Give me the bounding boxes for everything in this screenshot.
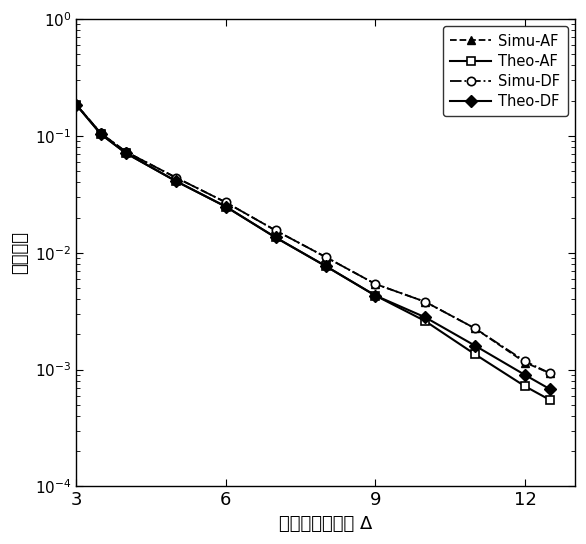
Theo-AF bbox=[422, 318, 429, 324]
Theo-AF bbox=[372, 292, 379, 299]
Theo-AF bbox=[546, 397, 553, 403]
Theo-DF bbox=[472, 343, 479, 349]
Line: Theo-AF: Theo-AF bbox=[72, 101, 554, 404]
Simu-AF bbox=[222, 199, 229, 206]
Theo-DF bbox=[122, 150, 130, 157]
Simu-AF bbox=[422, 299, 429, 305]
Theo-AF bbox=[172, 178, 179, 184]
Theo-AF bbox=[73, 101, 80, 108]
Theo-DF bbox=[272, 234, 279, 241]
Simu-AF bbox=[522, 359, 529, 366]
Theo-DF bbox=[322, 263, 329, 269]
Simu-AF bbox=[372, 281, 379, 287]
Simu-DF bbox=[546, 370, 553, 376]
Simu-DF bbox=[422, 299, 429, 305]
Theo-AF bbox=[272, 234, 279, 241]
Simu-DF bbox=[372, 281, 379, 287]
Simu-DF bbox=[73, 101, 80, 108]
Simu-AF bbox=[472, 325, 479, 332]
Simu-AF bbox=[122, 149, 130, 155]
Theo-AF bbox=[222, 203, 229, 210]
Theo-DF bbox=[172, 178, 179, 184]
Simu-AF bbox=[272, 227, 279, 234]
Theo-DF bbox=[222, 203, 229, 210]
Simu-AF bbox=[97, 130, 104, 137]
Y-axis label: 中断概率: 中断概率 bbox=[11, 231, 29, 274]
Simu-DF bbox=[97, 130, 104, 137]
Theo-AF bbox=[122, 150, 130, 157]
Theo-DF bbox=[372, 292, 379, 299]
Simu-DF bbox=[322, 254, 329, 260]
Theo-AF bbox=[522, 383, 529, 390]
Theo-DF bbox=[422, 314, 429, 320]
Theo-AF bbox=[472, 351, 479, 357]
Simu-AF bbox=[546, 370, 553, 376]
Simu-DF bbox=[472, 325, 479, 332]
Simu-AF bbox=[322, 254, 329, 260]
Simu-DF bbox=[222, 199, 229, 206]
Theo-DF bbox=[97, 131, 104, 138]
Simu-DF bbox=[522, 358, 529, 364]
Theo-AF bbox=[97, 131, 104, 138]
Theo-DF bbox=[546, 386, 553, 392]
Legend: Simu-AF, Theo-AF, Simu-DF, Theo-DF: Simu-AF, Theo-AF, Simu-DF, Theo-DF bbox=[443, 26, 568, 116]
Simu-AF bbox=[73, 101, 80, 108]
Theo-DF bbox=[73, 101, 80, 108]
X-axis label: 信道平均信噪比 Δ: 信道平均信噪比 Δ bbox=[279, 515, 372, 533]
Theo-DF bbox=[522, 372, 529, 378]
Simu-DF bbox=[172, 174, 179, 181]
Simu-DF bbox=[272, 227, 279, 234]
Theo-AF bbox=[322, 263, 329, 269]
Simu-DF bbox=[122, 149, 130, 155]
Line: Simu-AF: Simu-AF bbox=[72, 101, 554, 378]
Line: Theo-DF: Theo-DF bbox=[72, 101, 554, 393]
Line: Simu-DF: Simu-DF bbox=[72, 101, 554, 378]
Simu-AF bbox=[172, 174, 179, 181]
